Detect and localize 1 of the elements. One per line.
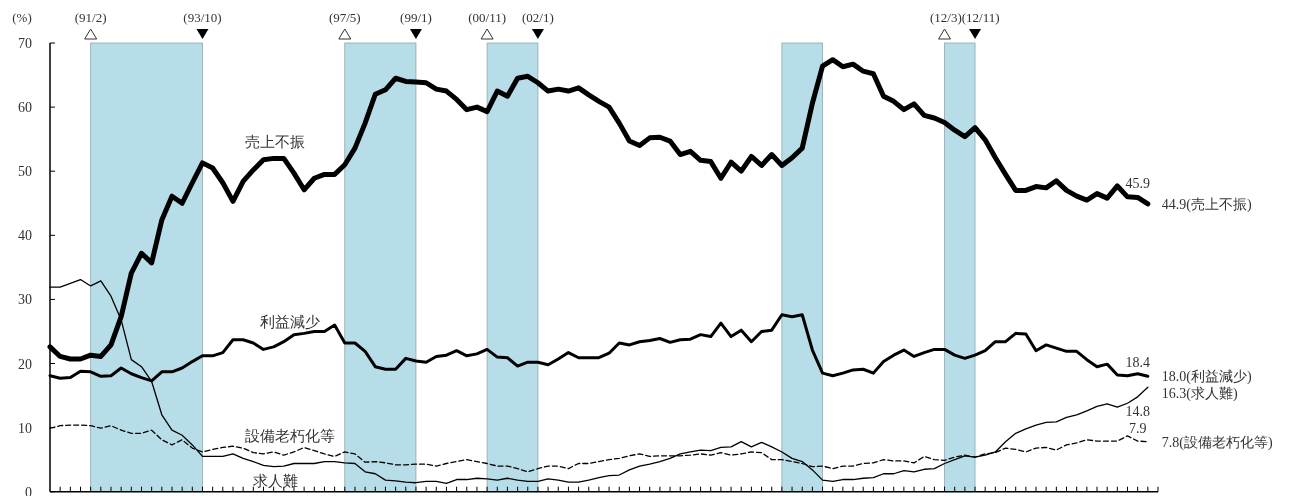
ylabel: (%): [12, 10, 32, 25]
